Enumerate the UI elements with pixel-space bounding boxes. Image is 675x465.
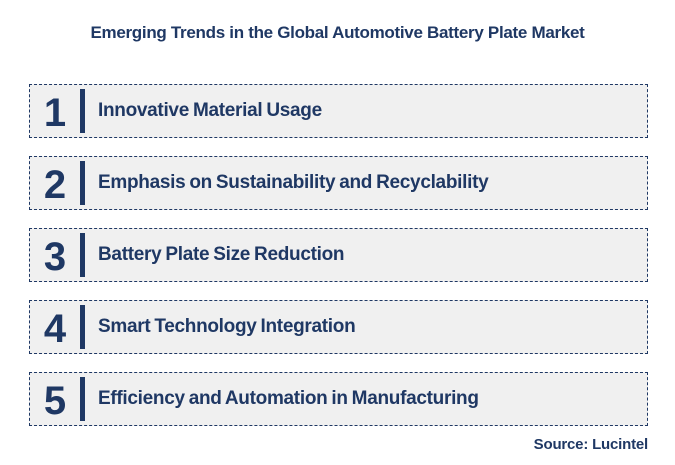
trend-list: 1 Innovative Material Usage 2 Emphasis o… <box>29 84 648 444</box>
trend-label: Smart Technology Integration <box>98 316 356 337</box>
trend-label: Innovative Material Usage <box>98 100 322 121</box>
trend-number: 5 <box>43 378 67 423</box>
trend-item-2: 2 Emphasis on Sustainability and Recycla… <box>29 156 648 210</box>
divider-bar <box>80 377 85 421</box>
divider-bar <box>80 305 85 349</box>
trend-number: 1 <box>43 90 67 135</box>
trend-number: 3 <box>43 234 67 279</box>
trend-label: Battery Plate Size Reduction <box>98 244 345 265</box>
page-title: Emerging Trends in the Global Automotive… <box>90 23 585 42</box>
trend-number: 2 <box>43 162 67 207</box>
trend-item-1: 1 Innovative Material Usage <box>29 84 648 138</box>
divider-bar <box>80 161 85 205</box>
source-note: Source: Lucintel <box>533 436 649 453</box>
trend-item-3: 3 Battery Plate Size Reduction <box>29 228 648 282</box>
trend-item-5: 5 Efficiency and Automation in Manufactu… <box>29 372 648 426</box>
trend-label: Efficiency and Automation in Manufacturi… <box>98 388 479 409</box>
divider-bar <box>80 233 85 277</box>
trend-item-4: 4 Smart Technology Integration <box>29 300 648 354</box>
divider-bar <box>80 89 85 133</box>
trend-label: Emphasis on Sustainability and Recyclabi… <box>98 172 489 193</box>
trend-number: 4 <box>43 306 67 351</box>
